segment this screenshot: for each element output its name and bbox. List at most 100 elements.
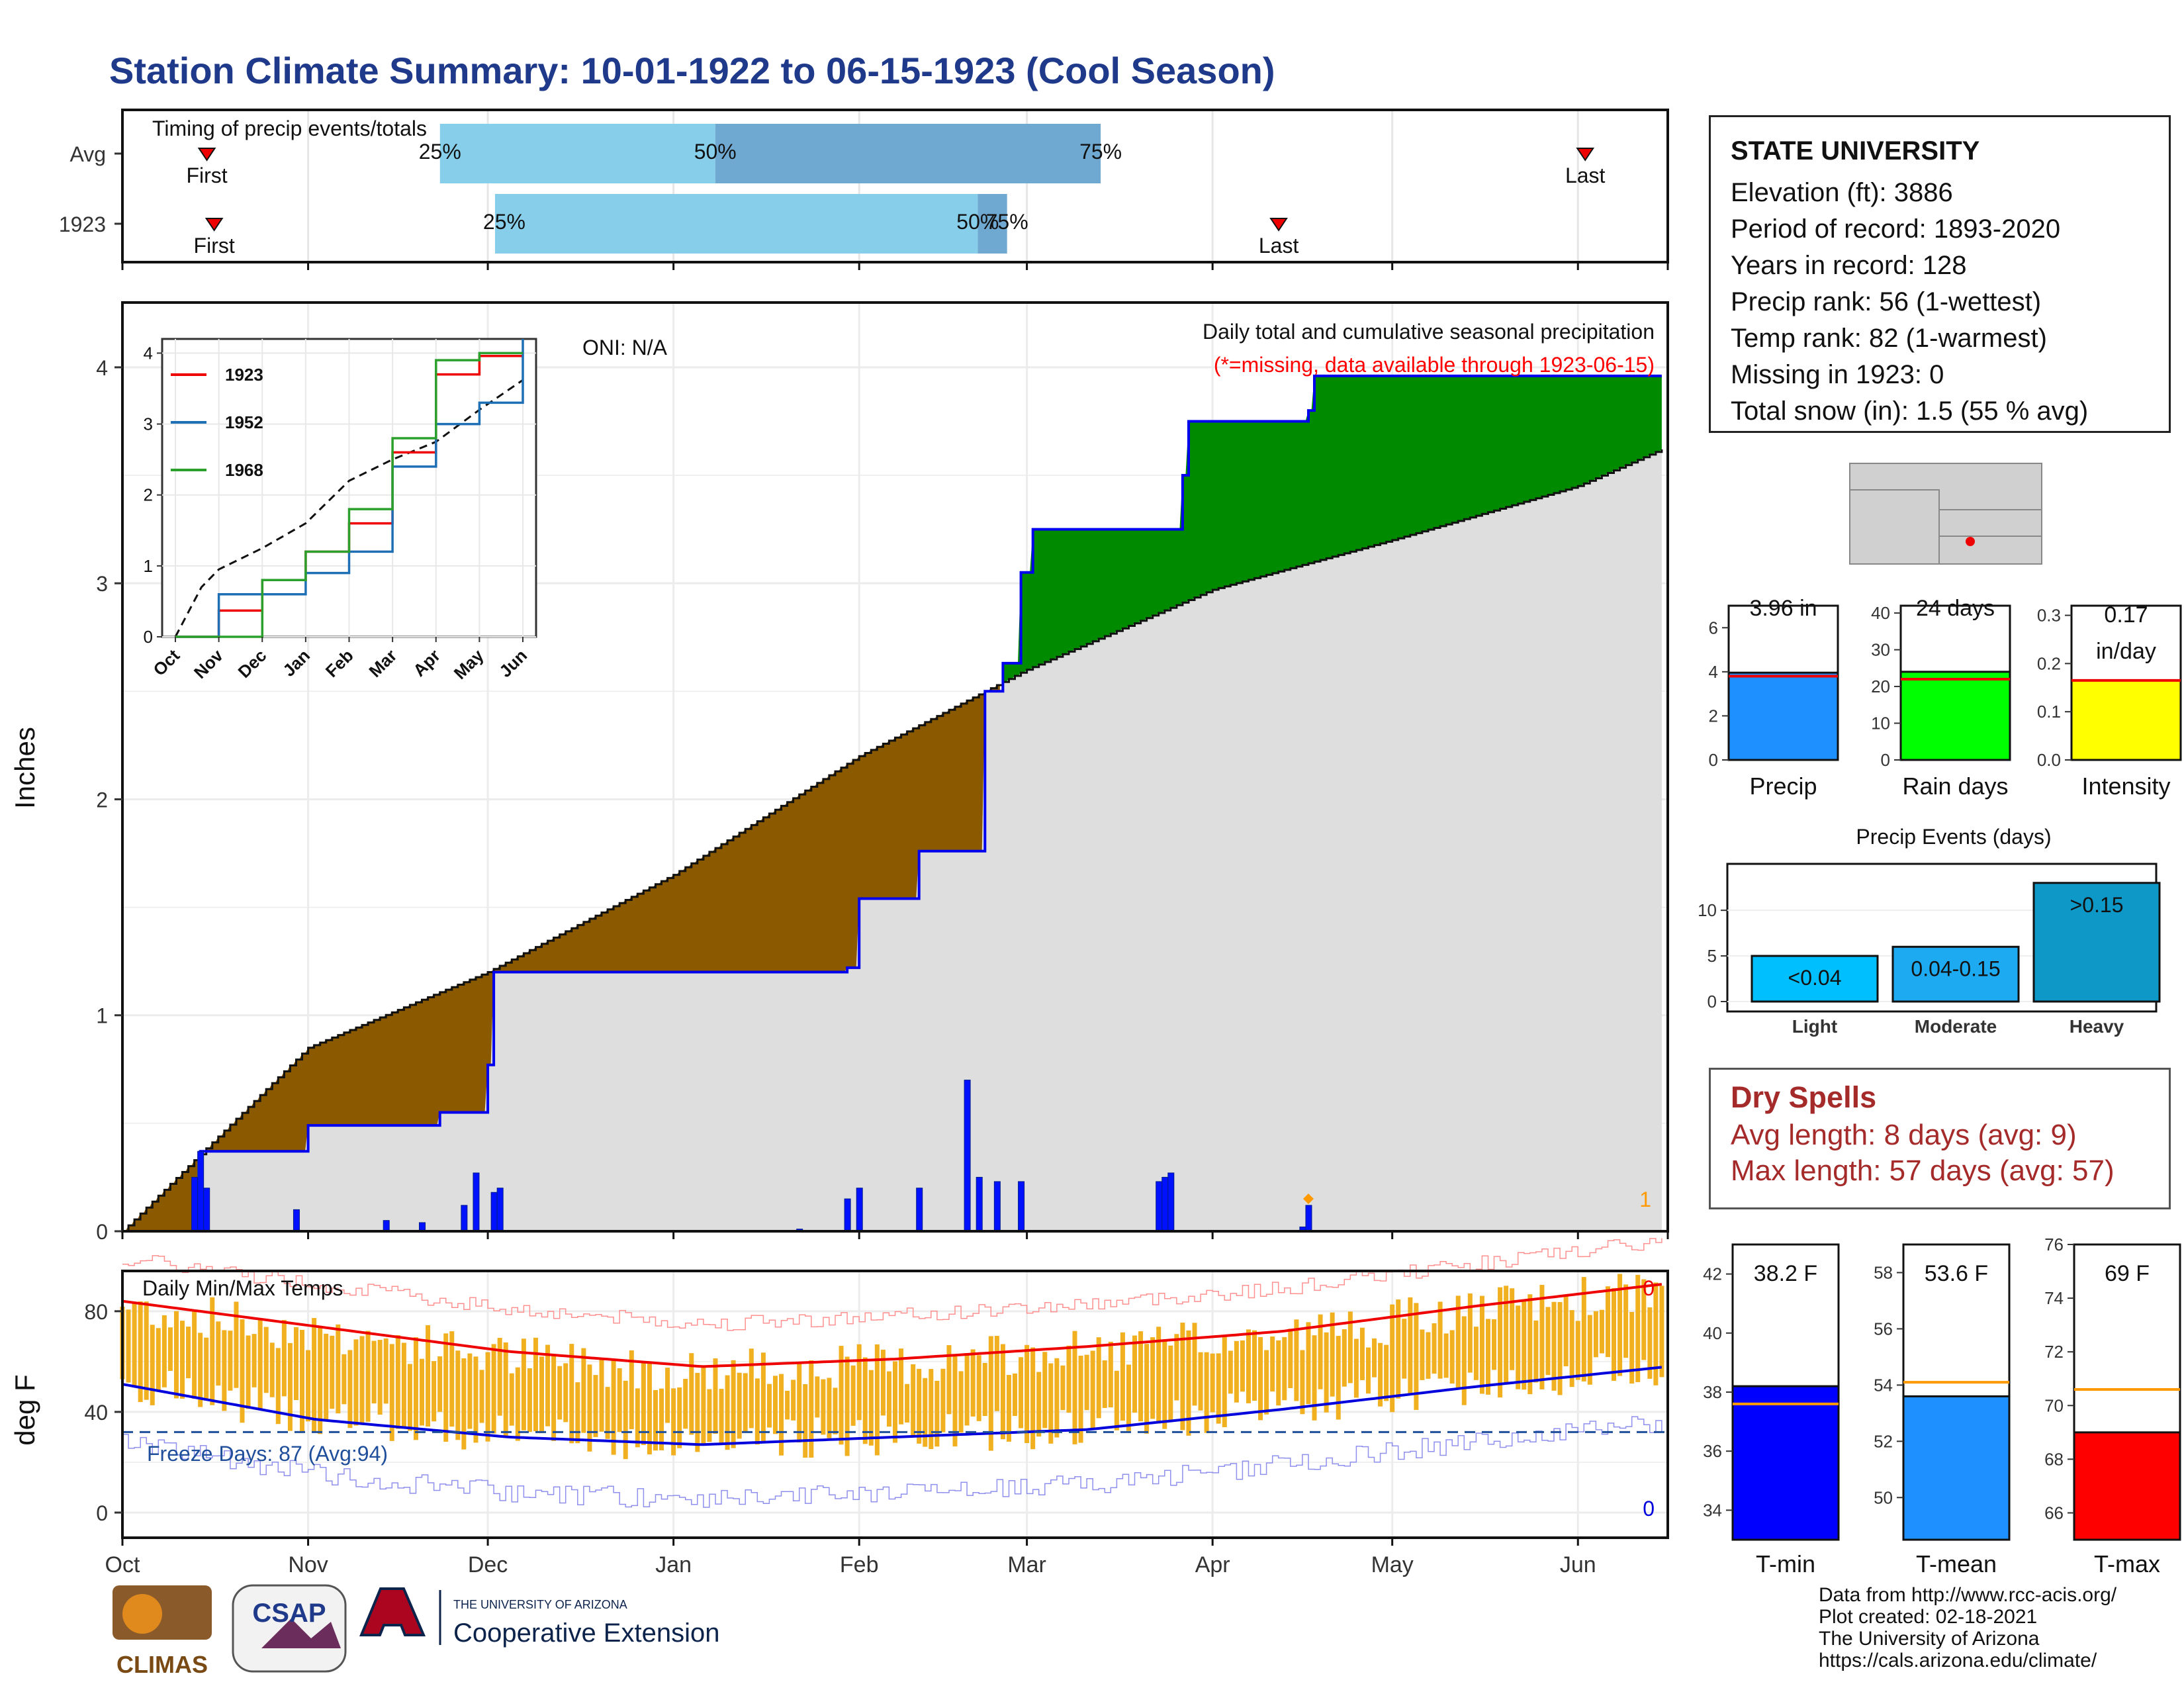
daily-temp-bar [312,1318,317,1432]
station-period: Period of record: 1893-2020 [1731,214,2061,244]
daily-temp-bar [1066,1345,1071,1413]
daily-temp-bar [228,1331,233,1391]
temp-summary-ytick-label: 38 [1703,1382,1722,1402]
daily-temp-bar [144,1301,149,1400]
daily-temp-bar [407,1364,412,1431]
temp-summary-bar [1731,1385,1840,1541]
daily-temp-bar [432,1361,437,1422]
daily-temp-bar [275,1348,281,1425]
temp-summary-ytick-label: 76 [2044,1235,2064,1254]
daily-temp-bar [1096,1337,1101,1419]
daily-temp-bar [437,1356,443,1412]
daily-temp-bar [1150,1337,1156,1419]
daily-precip-bar [976,1176,983,1232]
inset-ytick-label: 2 [144,485,153,505]
daily-temp-bar [1132,1335,1138,1413]
daily-temp-bar [426,1325,431,1427]
summary-bar-label: Intensity [2081,773,2170,800]
precip-ylabel: Inches [9,727,40,809]
daily-precip-bar [293,1209,300,1232]
summary-bar-ytick-label: 0.1 [2037,702,2061,722]
events-title: Precip Events (days) [1856,825,2051,849]
daily-temp-bar [449,1331,455,1427]
daily-temp-bar [269,1342,275,1397]
daily-temp-bar [725,1375,730,1450]
daily-precip-bar [856,1188,863,1232]
daily-temp-bar [1587,1315,1592,1385]
summary-bar-value: 24 days [1916,596,1995,621]
daily-temp-bar [1306,1322,1311,1405]
daily-temp-bar [306,1350,311,1422]
summary-bar-value: 0.17 [2104,602,2148,628]
daily-precip-bar [496,1188,504,1232]
summary-bar-ytick-label: 6 [1709,618,1718,637]
precip-missing-caption: (*=missing, data available through 1923-… [1214,353,1655,377]
daily-temp-bar [1019,1357,1024,1429]
inset-ytick-label: 1 [144,556,153,576]
timing-marker-icon [1576,148,1595,162]
daily-precip-bar [844,1198,851,1232]
daily-temp-bar [1635,1274,1641,1382]
daily-precip-bar [916,1188,923,1232]
daily-precip-bar [993,1181,1001,1232]
daily-precip-bar [1167,1172,1175,1232]
daily-temp-bar [880,1349,886,1416]
temp-summary-ytick-label: 36 [1703,1441,1722,1461]
inset-series-line [175,339,524,638]
temp-summary-ytick-label: 40 [1703,1323,1722,1343]
daily-temp-bar [551,1355,557,1441]
daily-temp-bar [455,1350,461,1440]
daily-temp-bar [545,1344,551,1427]
climas-logo-sun-icon [122,1594,162,1634]
missing-count: 1 [1639,1188,1651,1211]
daily-temp-bar [1330,1312,1335,1397]
daily-temp-bar [1420,1329,1425,1380]
daily-temp-bar [899,1348,904,1425]
daily-temp-bar [1414,1303,1419,1410]
daily-temp-bar [365,1331,371,1422]
events-ytick-label: 0 [1707,992,1717,1011]
summary-bar-ytick-label: 0.0 [2037,750,2061,770]
daily-temp-bar [1467,1293,1473,1373]
daily-temp-bar [1473,1327,1479,1380]
oni-label: ONI: N/A [582,336,668,359]
daily-temp-bar [713,1358,718,1434]
daily-temp-bar [569,1344,574,1444]
daily-temp-bar [964,1353,970,1426]
timing-q75-label: 75% [1079,140,1122,164]
summary-bar [1727,671,1839,761]
timing-marker-label: Last [1565,164,1606,187]
month-label: May [1371,1552,1414,1577]
daily-temp-bar [803,1384,808,1458]
daily-temp-bar [695,1372,700,1452]
daily-temp-bar [204,1337,209,1401]
daily-temp-bar [1408,1297,1413,1395]
daily-temp-bar [1108,1341,1113,1408]
daily-temp-bar [1036,1372,1042,1437]
station-years: Years in record: 128 [1731,251,1967,280]
precip-plot-border [121,301,1669,1233]
temp-summary-ytick-label: 70 [2044,1395,2064,1415]
daily-temp-bar [539,1356,545,1433]
temp-title: Daily Min/Max Temps [142,1276,343,1300]
daily-temp-bar [605,1387,610,1439]
daily-temp-bar [1013,1373,1018,1417]
daily-temp-bar [1180,1323,1185,1430]
temp-summary-ytick-label: 34 [1703,1500,1722,1520]
daily-temp-bar [1138,1331,1144,1422]
daily-temp-bar [1390,1304,1395,1413]
inset-legend-label: 1952 [225,412,263,432]
daily-temp-bar [1426,1332,1431,1379]
month-label: Jun [1560,1552,1596,1577]
daily-temp-bar [1461,1316,1467,1405]
summary-bar-label: Precip [1749,773,1817,800]
precip-surplus-area [1003,375,1665,682]
daily-temp-bar [1545,1307,1551,1376]
summary-bar-ytick-label: 10 [1871,714,1890,733]
timing-q25-label: 25% [483,210,525,234]
summary-bar-ytick-label: 0 [1881,750,1890,770]
daily-temp-bar [797,1362,802,1443]
temp-ylabel: deg F [9,1374,40,1445]
daily-temp-bar [772,1376,778,1434]
daily-temp-bar [1437,1301,1443,1379]
